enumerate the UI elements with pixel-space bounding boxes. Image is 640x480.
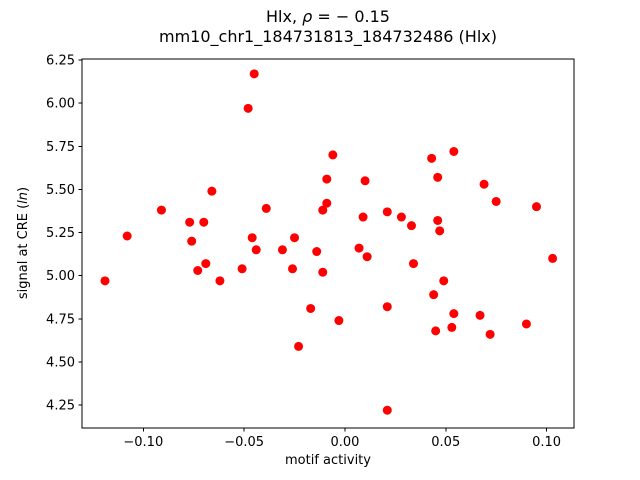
data-point (251, 245, 261, 255)
data-point (548, 253, 558, 263)
data-point (185, 217, 195, 227)
y-tick-label: 5.50 (46, 183, 75, 198)
data-point (362, 252, 372, 262)
title-line-1: Hlx, ρ = − 0.15 (82, 7, 574, 27)
data-point (429, 290, 439, 300)
data-point (408, 259, 418, 269)
title-correlation-value: = − 0.15 (312, 7, 390, 26)
data-point (334, 316, 344, 326)
data-point (449, 146, 459, 156)
data-point (201, 259, 211, 269)
data-point (479, 179, 489, 189)
data-point (475, 310, 485, 320)
data-point (277, 245, 287, 255)
data-point (354, 243, 364, 253)
data-point (328, 150, 338, 160)
data-point (290, 233, 300, 243)
data-point (322, 174, 332, 184)
data-point (193, 265, 203, 275)
data-point (100, 276, 110, 286)
data-point (199, 217, 209, 227)
data-point (382, 405, 392, 415)
y-tick-label: 6.00 (46, 97, 75, 112)
data-point (531, 202, 541, 212)
data-point (360, 176, 370, 186)
y-tick-label: 4.50 (46, 355, 75, 370)
chart-title: Hlx, ρ = − 0.15 mm10_chr1_184731813_1847… (82, 7, 574, 47)
y-axis-label-prefix: signal at CRE ( (16, 204, 31, 299)
data-point (431, 326, 441, 336)
data-point (447, 322, 457, 332)
y-axis-label-ln: ln (16, 192, 31, 204)
y-tick-label: 5.00 (46, 269, 75, 284)
title-prefix: Hlx, (266, 7, 303, 26)
plot-area-spines (81, 58, 575, 429)
title-line-2-region-id: mm10_chr1_184731813_184732486 (Hlx) (159, 27, 497, 46)
x-tick-label: −0.05 (224, 435, 264, 450)
y-tick-label: 5.75 (46, 140, 75, 155)
data-point (427, 153, 437, 163)
x-tick-label: 0.00 (330, 435, 359, 450)
data-point (318, 267, 328, 277)
data-point (288, 264, 298, 274)
data-point (318, 205, 328, 215)
data-point (435, 226, 445, 236)
data-point (243, 103, 253, 113)
x-tick-label: 0.10 (532, 435, 561, 450)
data-point (485, 329, 495, 339)
data-point (247, 233, 257, 243)
y-tick-label: 4.25 (46, 399, 75, 414)
data-point (237, 264, 247, 274)
data-point (433, 172, 443, 182)
data-point (439, 276, 449, 286)
data-points (100, 69, 558, 415)
data-point (215, 276, 225, 286)
data-point (122, 231, 132, 241)
data-point (396, 212, 406, 222)
y-axis-ticks: 4.25 4.50 4.75 5.00 5.25 5.50 5.75 6.00 6.25 (46, 54, 82, 414)
x-axis-ticks: −0.10 −0.05 0.00 0.05 0.10 (123, 428, 561, 450)
data-point (306, 303, 316, 313)
x-tick-label: 0.05 (431, 435, 460, 450)
y-tick-label: 6.25 (46, 54, 75, 69)
data-point (382, 207, 392, 217)
data-point (521, 319, 531, 329)
data-point (261, 203, 271, 213)
data-point (322, 198, 332, 208)
y-axis-label-suffix: ) (16, 187, 31, 192)
data-point (358, 212, 368, 222)
data-point (491, 196, 501, 206)
data-point (382, 302, 392, 312)
data-point (294, 341, 304, 351)
data-point (312, 247, 322, 257)
data-point (433, 215, 443, 225)
y-tick-label: 5.25 (46, 226, 75, 241)
data-point (449, 309, 459, 319)
y-axis-label: signal at CRE (ln) (16, 187, 31, 299)
x-tick-label: −0.10 (123, 435, 163, 450)
data-point (156, 205, 166, 215)
data-point (187, 236, 197, 246)
rho-symbol: ρ (302, 7, 313, 26)
y-tick-label: 4.75 (46, 312, 75, 327)
data-point (207, 186, 217, 196)
data-point (249, 69, 259, 79)
data-point (406, 221, 416, 231)
x-axis-label: motif activity (285, 453, 371, 468)
